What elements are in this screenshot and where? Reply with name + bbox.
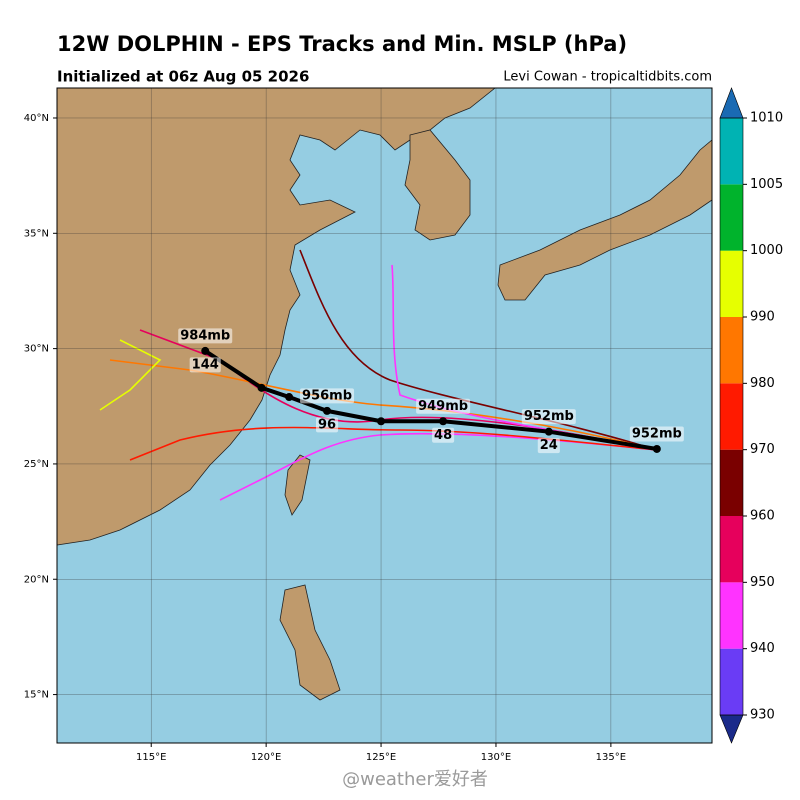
track-point [544,427,553,436]
track-label-text: 984mb [180,328,230,343]
map-frame [56,87,713,744]
label-bg [629,426,684,442]
colorbar-segment [720,648,743,715]
lon-tick-label: 125°E [366,752,396,763]
track-label: 952mb [521,409,576,425]
colorbar-tick-label: 950 [750,575,775,590]
track-label-text: 96 [318,417,336,432]
label-bg [178,328,233,344]
track-label: 984mb [178,328,233,344]
colorbar-tick-label: 1010 [750,111,783,126]
colorbar-tick-label: 990 [750,310,775,325]
label-bg [300,388,355,404]
track-label-text: 952mb [524,409,574,424]
colorbar-segment [720,516,743,583]
track-point [201,346,210,355]
lat-tick-label: 15°N [24,690,49,701]
label-bg [315,417,339,433]
map [56,87,713,744]
track-label-text: 24 [540,438,558,453]
colorbar-tick-label: 940 [750,641,775,656]
lat-tick-label: 30°N [24,344,49,355]
lat-tick-label: 25°N [24,459,49,470]
land [56,87,713,701]
track-point [285,393,294,402]
subtitle: Initialized at 06z Aug 05 2026 [57,68,309,86]
track-point [652,444,661,453]
lon-tick-label: 115°E [136,752,166,763]
lat-tick-label: 35°N [24,228,49,239]
track-point [323,406,332,415]
colorbar-tick-label: 1000 [750,243,783,258]
track-label-text: 949mb [418,399,468,414]
colorbar-over [719,87,744,119]
lat-tick-label: 40°N [24,113,49,124]
lon-tick-label: 130°E [481,752,511,763]
track-label: 956mb [300,388,355,404]
label-bg [416,398,471,414]
track-point [439,417,448,426]
mean-track [204,349,658,451]
lat-tick-label: 20°N [24,574,49,585]
colorbar-tick-label: 980 [750,376,775,391]
title: 12W DOLPHIN - EPS Tracks and Min. MSLP (… [57,32,627,56]
lon-tick-label: 135°E [596,752,626,763]
colorbar-frame [719,117,744,716]
track-label: 24 [537,438,560,454]
colorbar-segment [720,184,743,251]
track-point [257,383,266,392]
track-point [377,417,386,426]
track-label: 952mb [629,426,684,442]
colorbar-segment [720,449,743,516]
track-label-text: 48 [434,428,452,443]
track-label-text: 956mb [302,388,352,403]
track-label: 144 [189,357,221,373]
track-label: 949mb [416,398,471,414]
colorbar-tick-label: 970 [750,442,775,457]
label-bg [432,427,455,443]
track-label: 96 [315,417,339,433]
track-label-text: 144 [192,357,219,372]
label-bg [537,438,560,454]
label-bg [521,409,576,425]
lon-tick-label: 120°E [251,752,281,763]
colorbar-segment [720,317,743,384]
colorbar-segment [720,582,743,649]
colorbar-segment [720,383,743,450]
label-bg [189,357,221,373]
credit: Levi Cowan - tropicaltidbits.com [503,70,712,85]
colorbar-tick-label: 930 [750,708,775,723]
watermark: @weather爱好者 [342,769,488,790]
colorbar-segment [720,250,743,317]
track-label-text: 952mb [632,426,682,441]
colorbar-tick-label: 1005 [750,177,783,192]
track-label: 48 [432,427,455,443]
colorbar-tick-label: 960 [750,509,775,524]
colorbar-under [719,714,744,744]
colorbar-segment [720,118,743,185]
